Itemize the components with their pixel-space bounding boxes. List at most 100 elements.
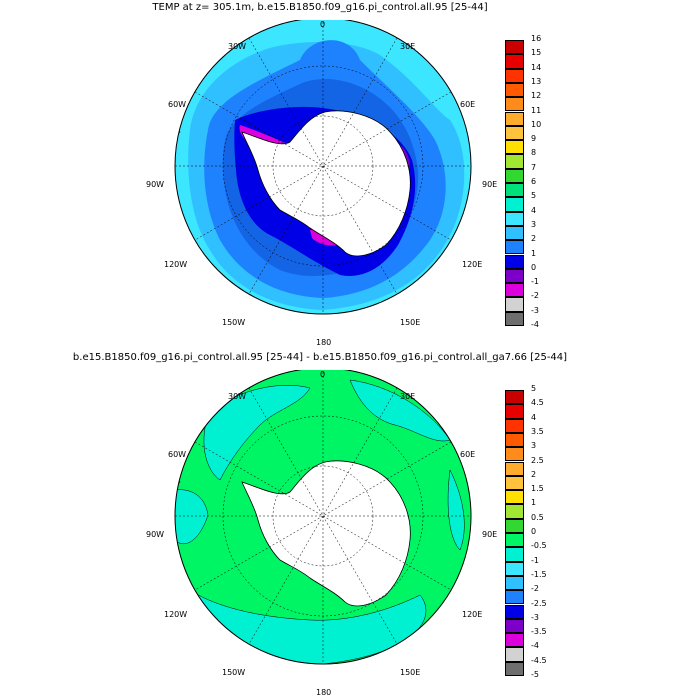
colorbar-box (505, 404, 524, 419)
lon-label-60w: 60W (168, 450, 187, 459)
lon-label-120e: 120E (462, 610, 483, 619)
colorbar-label: -4 (531, 641, 539, 651)
colorbar-label: 6 (531, 177, 537, 186)
antarctica-landmass (241, 460, 411, 607)
colorbar-label: -4 (531, 320, 539, 329)
colorbar-label: -2.5 (531, 598, 547, 608)
lon-label-90w: 90W (146, 180, 165, 189)
colorbar-box (505, 432, 524, 448)
colorbar-box (505, 618, 524, 634)
colorbar-box (505, 447, 524, 462)
colorbar-box (505, 418, 524, 433)
colorbar-box (505, 461, 524, 476)
colorbar-label: 3 (531, 219, 537, 229)
antarctica-landmass (241, 110, 411, 257)
colorbar-box (505, 54, 524, 69)
colorbar-box (505, 533, 524, 548)
colorbar-box (505, 168, 524, 183)
map-boundary (174, 370, 472, 665)
diff-patch-east (447, 469, 465, 551)
colorbar-label: 9 (531, 134, 537, 144)
lon-label-30e: 30E (400, 42, 416, 51)
colorbar-box (505, 97, 524, 112)
lon-label-180: 180 (316, 338, 332, 347)
colorbar-box (505, 183, 524, 198)
colorbar-label: 1.5 (531, 484, 544, 494)
polar-map-difference (174, 370, 472, 665)
colorbar-box (505, 225, 524, 241)
colorbar-box (505, 40, 524, 55)
colorbar-label: 4 (531, 205, 537, 215)
lon-label-120w: 120W (164, 610, 188, 619)
graticule (175, 20, 471, 314)
lon-label-60w: 60W (168, 100, 187, 109)
colorbar-label: 3 (531, 441, 537, 451)
diff-patch-west (175, 489, 209, 545)
colorbar-box (505, 475, 524, 491)
lon-label-90w: 90W (146, 530, 165, 539)
colorbar-label: 2.5 (531, 455, 544, 465)
colorbar-label: 13 (531, 76, 542, 86)
colorbar-box (505, 68, 524, 83)
colorbar-label: 0 (531, 527, 537, 536)
lon-label-60e: 60E (460, 450, 476, 459)
colorbar-box (505, 633, 524, 648)
colorbar-box (505, 661, 524, 676)
colorbar-label: 3.5 (531, 426, 544, 436)
colorbar-box (505, 647, 524, 662)
colorbar-label: -3 (531, 612, 539, 622)
colorbar-label: 7 (531, 162, 537, 172)
colorbar-box (505, 125, 524, 141)
colorbar-label: 0.5 (531, 512, 544, 522)
colorbar-label: 4 (531, 412, 537, 422)
lon-label-90e: 90E (482, 180, 498, 189)
colorbar-box (505, 197, 524, 212)
lon-label-150e: 150E (400, 668, 421, 677)
colorbar-box (505, 240, 524, 255)
colorbar-label: -2 (531, 584, 539, 594)
colorbar-label: 10 (531, 119, 542, 129)
lon-label-30w: 30W (228, 42, 247, 51)
colorbar-box (505, 504, 524, 519)
colorbar-label: 11 (531, 105, 542, 115)
colorbar-label: -4.5 (531, 655, 547, 665)
lon-label-0: 0 (320, 20, 326, 29)
colorbar-label: 16 (531, 34, 542, 43)
colorbar-label: -0.5 (531, 541, 547, 551)
colorbar-label: -1 (531, 277, 539, 287)
colorbar-label: -5 (531, 670, 539, 679)
graticule (175, 370, 471, 664)
colorbar-box (505, 575, 524, 591)
diff-patch-northwest (203, 385, 311, 481)
lon-label-0: 0 (320, 370, 326, 379)
colorbar-label: -2 (531, 291, 539, 301)
colorbar-label: 14 (531, 62, 542, 72)
colorbar-box (505, 311, 524, 326)
colorbar-label: 5 (531, 191, 537, 201)
colorbar-box (505, 604, 524, 619)
lon-label-150e: 150E (400, 318, 421, 327)
diff-patch-northeast (349, 379, 451, 442)
lon-label-120w: 120W (164, 260, 188, 269)
colorbar-box (505, 268, 524, 284)
colorbar-label: 4.5 (531, 398, 544, 408)
lon-label-150w: 150W (222, 318, 246, 327)
colorbar-label: 12 (531, 91, 542, 101)
lon-label-60e: 60E (460, 100, 476, 109)
polar-map-temperature (174, 20, 472, 315)
colorbar-label: 1 (531, 248, 537, 258)
map-boundary (174, 20, 472, 315)
colorbar-label: 2 (531, 469, 537, 479)
south-america-tip (175, 469, 181, 493)
colorbar-label: 15 (531, 48, 542, 58)
lon-label-30w: 30W (228, 392, 247, 401)
lon-label-90e: 90E (482, 530, 498, 539)
colorbar-box (505, 297, 524, 312)
colorbar-label: 8 (531, 148, 537, 158)
lon-label-180: 180 (316, 688, 332, 697)
colorbar-label: -3 (531, 305, 539, 315)
colorbar-box (505, 154, 524, 169)
colorbar-box (505, 590, 524, 605)
lon-label-120e: 120E (462, 260, 483, 269)
lon-label-30e: 30E (400, 392, 416, 401)
